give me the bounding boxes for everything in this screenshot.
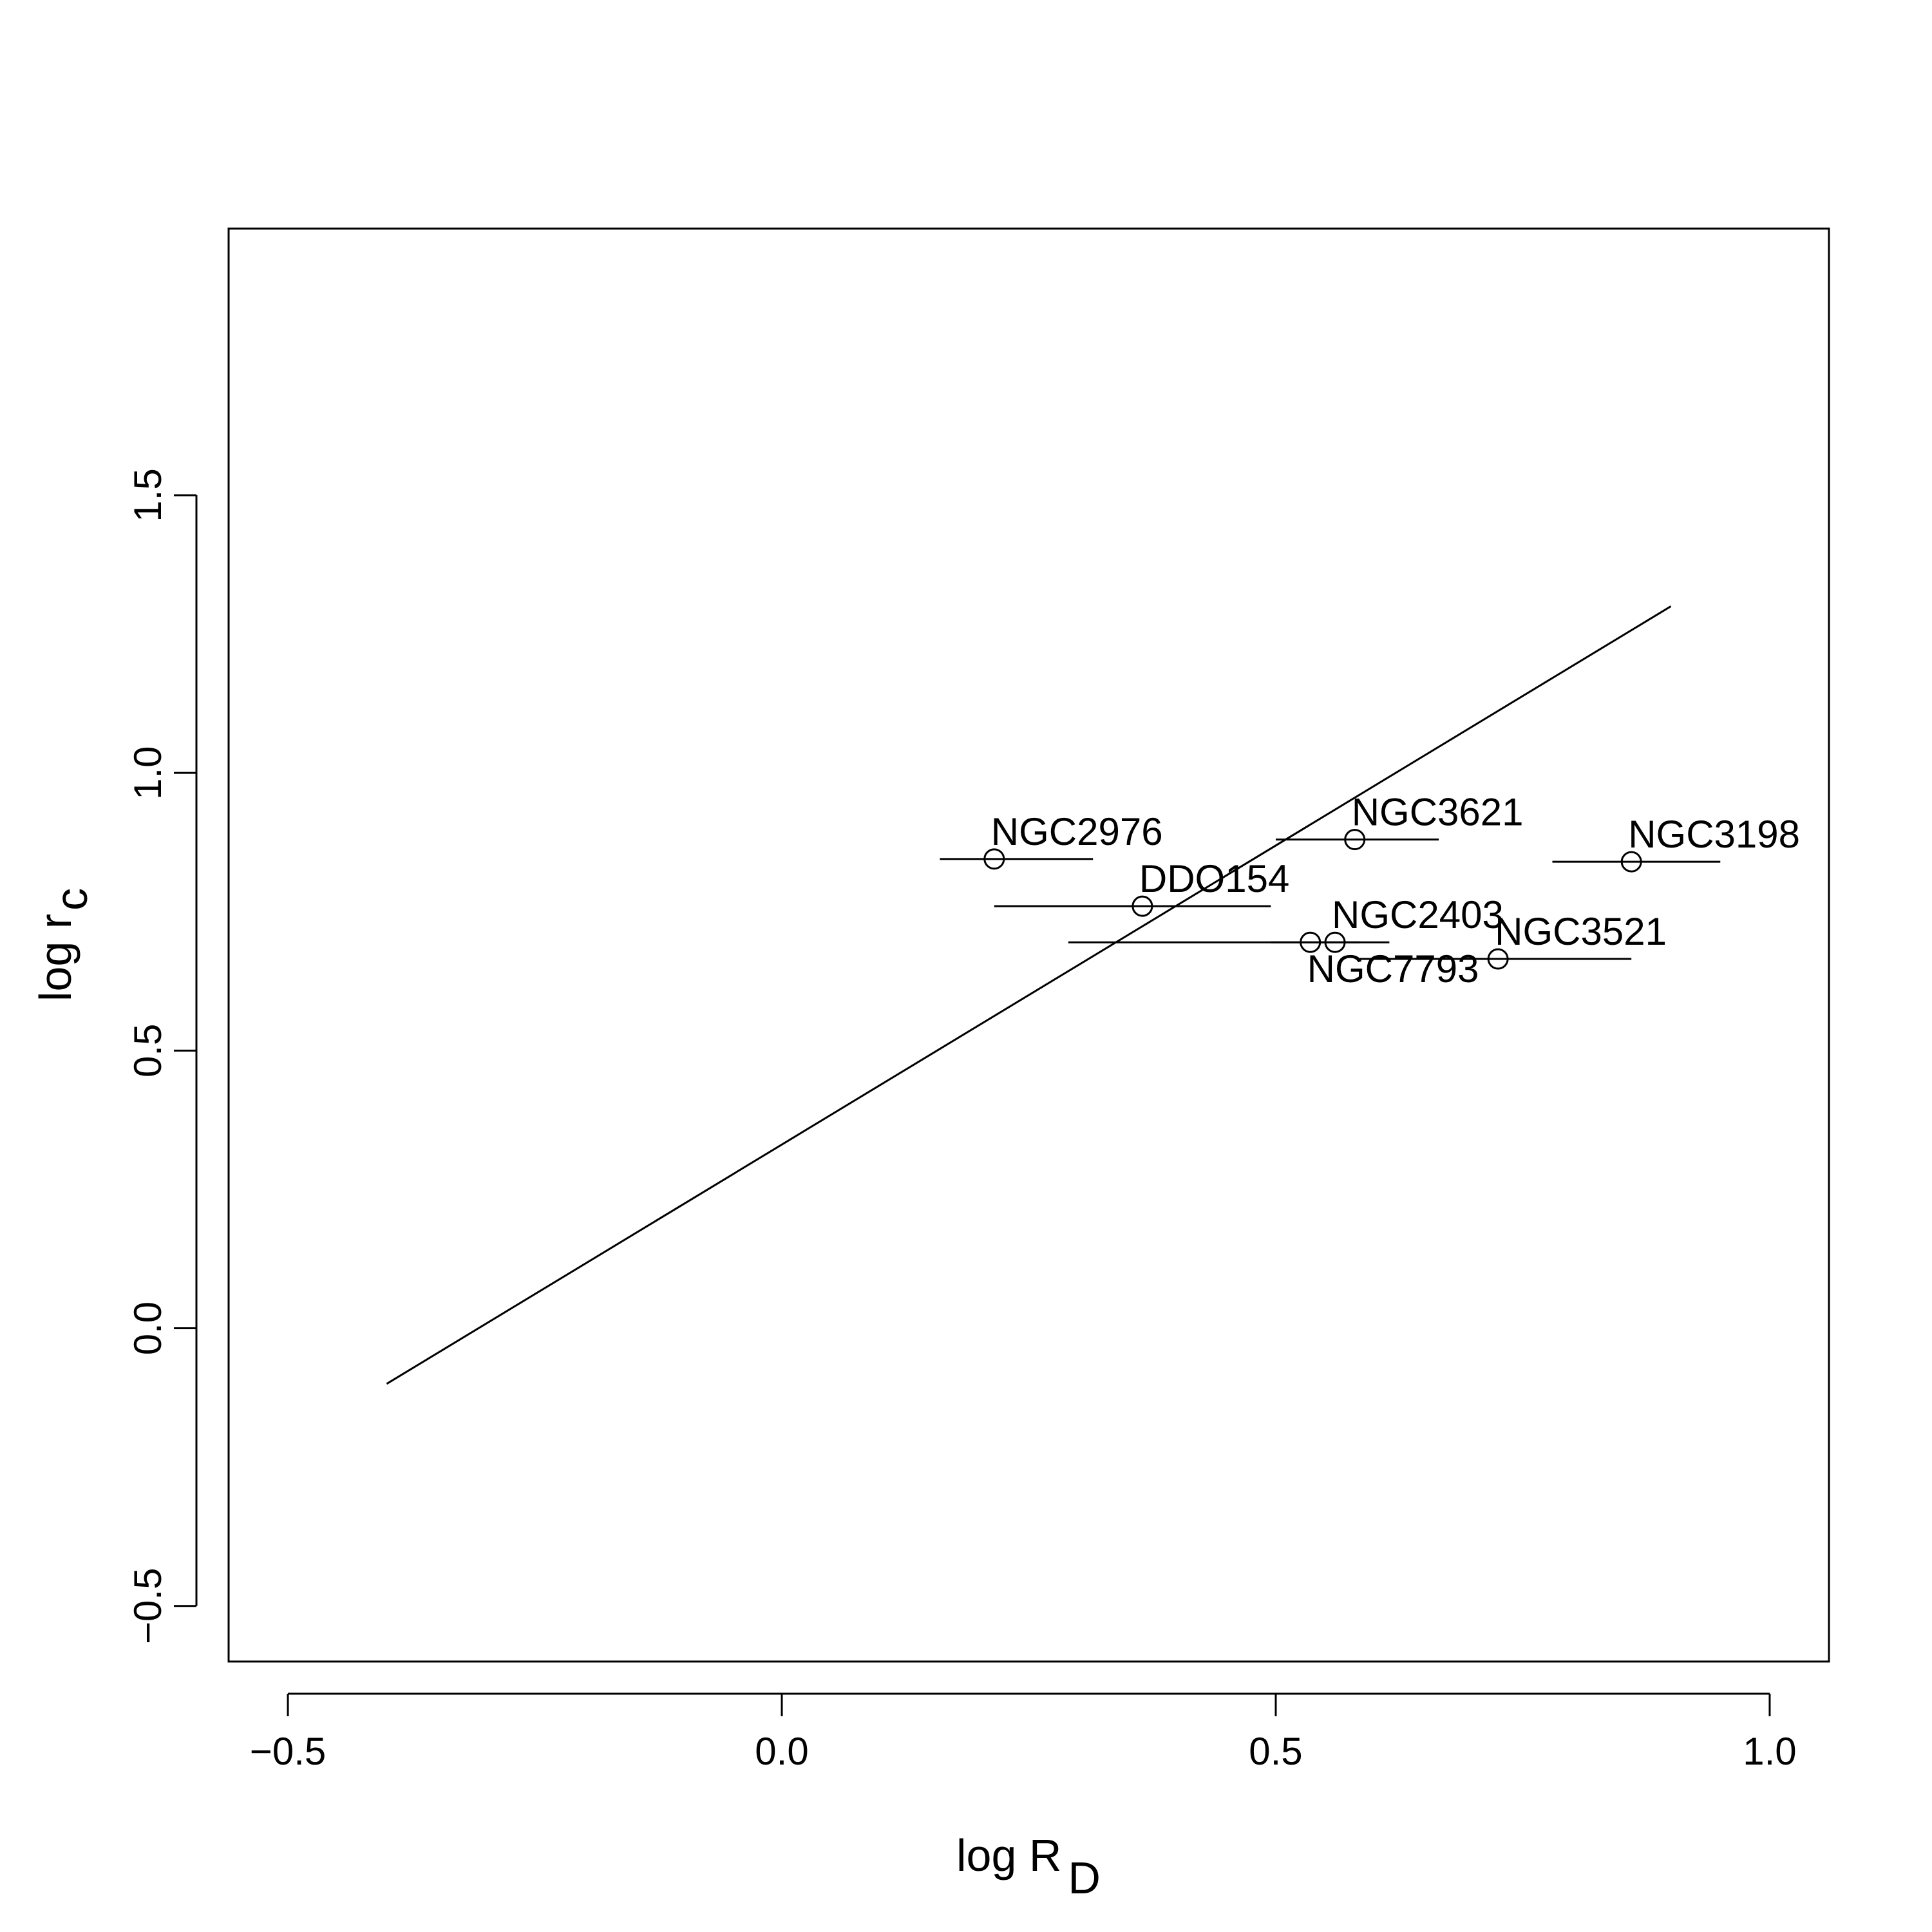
- y-axis: −0.5 0.0 0.5 1.0 1.5: [126, 468, 198, 1644]
- data-point: [1487, 948, 1509, 970]
- y-tick-label: 1.0: [126, 746, 169, 799]
- point-label: NGC2403: [1332, 893, 1504, 936]
- x-tick-label: 1.0: [1743, 1730, 1796, 1773]
- x-tick-label: 0.0: [755, 1730, 808, 1773]
- data-point: [1132, 895, 1153, 917]
- data-point: [1300, 931, 1321, 953]
- data-point: [1620, 851, 1642, 873]
- data-point: [983, 848, 1005, 870]
- plot-frame: [227, 227, 1830, 1663]
- x-tick-label: 0.5: [1249, 1730, 1302, 1773]
- point-label: NGC3521: [1495, 910, 1667, 953]
- point-label: NGC2976: [991, 810, 1163, 853]
- y-tick-label: 0.5: [126, 1024, 169, 1077]
- point-label: NGC3198: [1628, 813, 1800, 856]
- point-label: DDO154: [1139, 857, 1289, 900]
- y-tick-label: 0.0: [126, 1302, 169, 1355]
- y-tick-label: 1.5: [126, 468, 169, 522]
- data-point: [1344, 829, 1366, 851]
- y-axis-title-main: log r: [30, 914, 80, 1001]
- y-axis-title-sub: c: [46, 888, 97, 911]
- y-axis-title: log r c: [30, 888, 97, 1001]
- fit-line: [386, 605, 1672, 1385]
- y-tick-label: −0.5: [126, 1568, 169, 1644]
- point-label: NGC7793: [1307, 947, 1479, 990]
- x-axis-title-sub: D: [1068, 1853, 1101, 1903]
- x-axis: −0.5 0.0 0.5 1.0: [250, 1692, 1797, 1773]
- point-label: NGC3621: [1352, 791, 1524, 834]
- x-axis-title-main: log R: [956, 1830, 1061, 1880]
- fit-line-group: [386, 605, 1672, 1385]
- x-tick-label: −0.5: [250, 1730, 326, 1773]
